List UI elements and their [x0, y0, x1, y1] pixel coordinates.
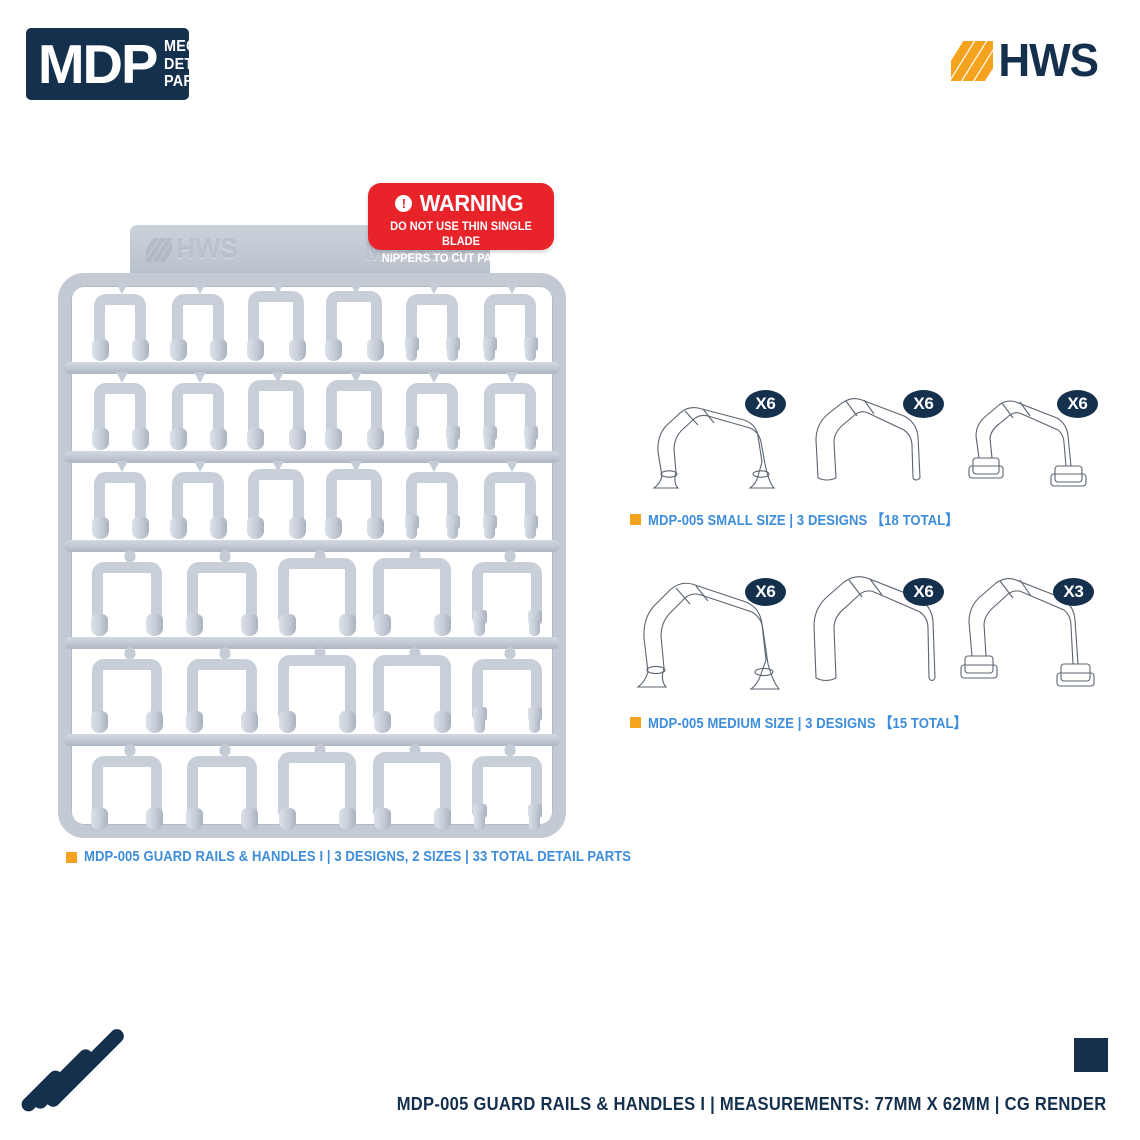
sprue-part-medium: [462, 744, 557, 832]
mdp-wordmark: MDP: [37, 32, 159, 95]
qty-badge-small-1: X6: [745, 390, 786, 418]
part-medium-flared-foot: [636, 582, 781, 690]
sprue-part-medium: [177, 550, 272, 638]
mdp-tagline-line-1: MECHA: [164, 37, 219, 55]
sprue-hws-stripes-icon: [146, 237, 172, 262]
sprue-runner: [64, 637, 560, 649]
sprue-runner: [64, 734, 560, 746]
sprue-part-small: [84, 283, 159, 363]
bullet-square-icon: [630, 514, 641, 525]
sprue-part-medium: [82, 647, 177, 735]
medium-parts-caption-text: MDP-005 MEDIUM SIZE | 3 DESIGNS 【15 TOTA…: [648, 716, 967, 732]
qty-badge-small-3: X6: [1057, 390, 1098, 418]
hws-stripes-icon: [951, 41, 994, 81]
sprue-part-small: [318, 283, 393, 363]
warning-line-1: DO NOT USE THIN SINGLE BLADE: [390, 221, 532, 248]
mdp-tagline-line-3: PARTS: [164, 73, 213, 91]
sprue-part-small: [474, 461, 549, 541]
mdp-tagline-line-2: DETAIL: [164, 55, 217, 73]
warning-line-2: NIPPERS TO CUT PARTS OUT: [381, 253, 541, 266]
sprue-part-small: [162, 283, 237, 363]
sprue-runner: [64, 362, 560, 374]
sprue-part-small: [84, 372, 159, 452]
sprue-runner: [64, 540, 560, 552]
qty-badge-small-2: X6: [903, 390, 944, 418]
footer-logo-icon: [18, 1018, 138, 1118]
warning-title-row: ! WARNING: [368, 190, 554, 217]
sprue-part-medium: [177, 744, 272, 832]
sprue-part-small: [162, 461, 237, 541]
warning-label: ! WARNING DO NOT USE THIN SINGLE BLADE N…: [368, 183, 554, 265]
sprue-render: HWS MDP-005: [58, 225, 578, 845]
medium-parts-caption: MDP-005 MEDIUM SIZE | 3 DESIGNS 【15 TOTA…: [630, 712, 1002, 733]
sprue-part-medium: [462, 647, 557, 735]
sprue-part-small: [84, 461, 159, 541]
sprue-part-medium: [272, 647, 367, 735]
mdp-logo: MDP MECHA DETAIL PARTS: [26, 28, 218, 100]
sprue-part-medium: [462, 550, 557, 638]
mdp-tagline: MECHA DETAIL PARTS: [164, 38, 222, 92]
part-small-open-leg: [815, 397, 921, 481]
sprue-part-medium: [82, 550, 177, 638]
corner-marker: [1074, 1038, 1108, 1072]
part-small-collar-base: [968, 400, 1087, 487]
sprue-part-medium: [367, 550, 462, 638]
qty-badge-medium-2: X6: [903, 578, 944, 606]
sprue-part-medium: [272, 744, 367, 832]
hws-logo: HWS: [951, 34, 1099, 87]
sprue-part-small: [162, 372, 237, 452]
sprue-part-small: [318, 461, 393, 541]
sprue-part-medium: [82, 744, 177, 832]
sprue-caption-text: MDP-005 GUARD RAILS & HANDLES I | 3 DESI…: [84, 849, 632, 865]
sprue-part-medium: [177, 647, 272, 735]
exclamation-icon: !: [395, 195, 413, 212]
sprue-part-medium: [272, 550, 367, 638]
sprue-part-medium: [367, 744, 462, 832]
small-parts-caption: MDP-005 SMALL SIZE | 3 DESIGNS 【18 TOTAL…: [630, 509, 993, 530]
sprue-emboss-logo: HWS: [146, 234, 238, 265]
bullet-square-icon: [630, 717, 641, 728]
small-parts-caption-text: MDP-005 SMALL SIZE | 3 DESIGNS 【18 TOTAL…: [648, 513, 959, 529]
footer-caption: MDP-005 GUARD RAILS & HANDLES I | MEASUR…: [396, 1094, 1106, 1114]
sprue-part-small: [396, 283, 471, 363]
sprue-part-small: [240, 461, 315, 541]
sprue-part-small: [240, 372, 315, 452]
sprue-runner: [64, 451, 560, 463]
sprue-part-small: [318, 372, 393, 452]
sprue-part-small: [474, 372, 549, 452]
part-medium-open-leg: [813, 576, 936, 682]
qty-badge-medium-3: X3: [1053, 578, 1094, 606]
sprue-caption: MDP-005 GUARD RAILS & HANDLES I | 3 DESI…: [66, 849, 692, 865]
hws-wordmark: HWS: [998, 34, 1099, 87]
qty-badge-medium-1: X6: [745, 578, 786, 606]
sprue-part-small: [396, 461, 471, 541]
sprue-emboss-hws-text: HWS: [176, 234, 238, 264]
bullet-square-icon: [66, 851, 77, 863]
sprue-part-small: [240, 283, 315, 363]
part-small-flared-foot: [652, 407, 776, 489]
sprue-part-medium: [367, 647, 462, 735]
part-medium-collar-base: [960, 577, 1095, 687]
sprue-part-small: [474, 283, 549, 363]
sprue-part-small: [396, 372, 471, 452]
warning-title: WARNING: [420, 190, 524, 216]
